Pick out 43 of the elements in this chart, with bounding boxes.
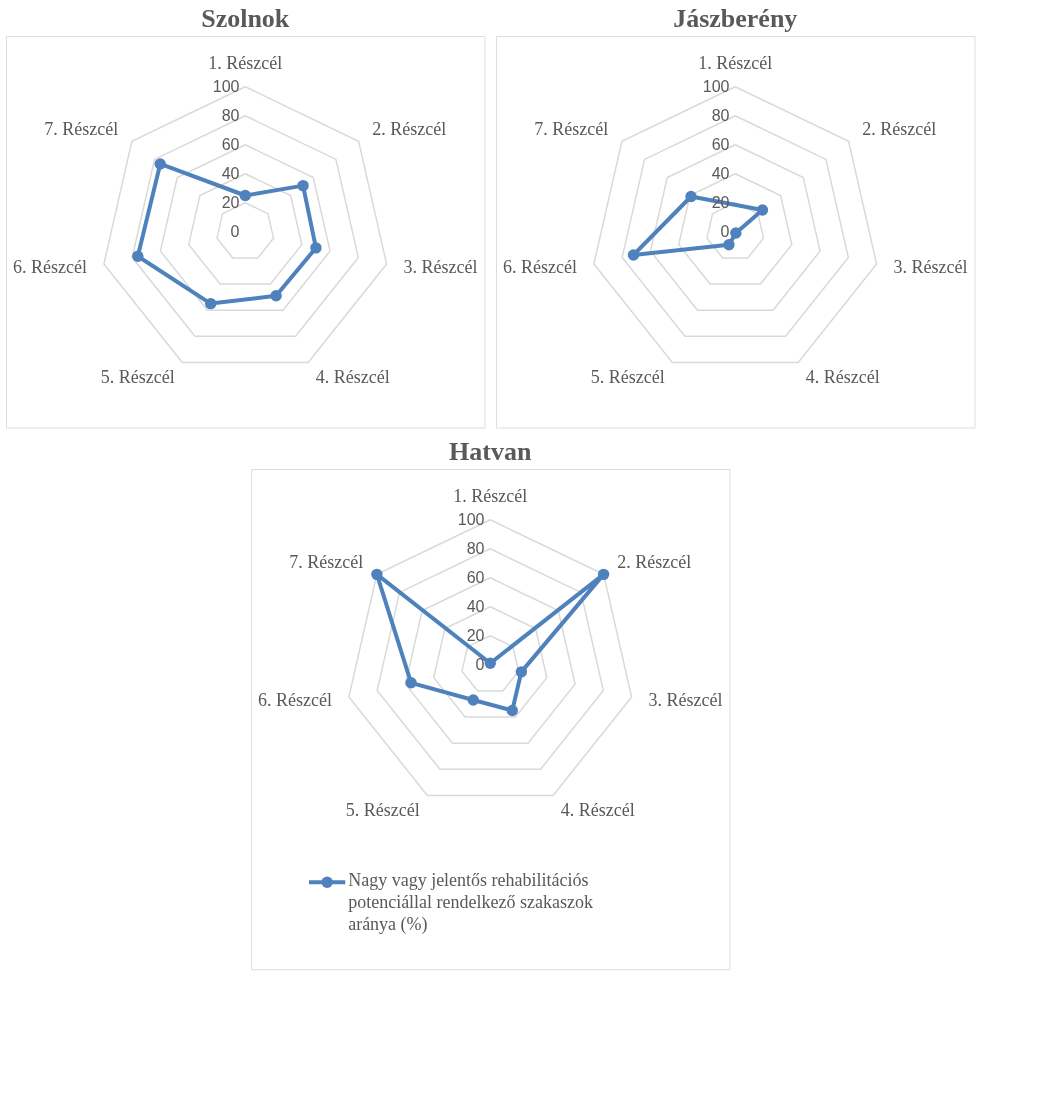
y-tick-label: 80 [221, 106, 240, 124]
y-tick-label: 40 [466, 597, 485, 615]
spoke-label: 7. Részcél [534, 119, 609, 140]
y-tick-label: 100 [457, 510, 485, 528]
spoke-label: 1. Részcél [453, 485, 528, 506]
y-tick-label: 60 [711, 135, 730, 153]
spoke-label: 4. Részcél [805, 367, 880, 388]
spoke-label: 2. Részcél [617, 552, 692, 573]
spoke-label: 6. Részcél [257, 689, 332, 710]
spoke-label: 4. Részcél [315, 367, 390, 388]
y-tick-label: 100 [212, 77, 240, 95]
spoke-label: 3. Részcél [893, 256, 968, 277]
spoke-label: 7. Részcél [44, 119, 119, 140]
spoke-label: 3. Részcél [648, 689, 723, 710]
spoke-label: 5. Részcél [100, 367, 175, 388]
spoke-label: 6. Részcél [502, 256, 577, 277]
spoke-label: 5. Részcél [345, 800, 420, 821]
y-tick-label: 60 [221, 135, 240, 153]
y-tick-label: 60 [466, 568, 485, 586]
y-tick-label: 80 [711, 106, 730, 124]
y-tick-label: 20 [221, 193, 240, 211]
y-tick-label: 40 [711, 164, 730, 182]
y-tick-label: 80 [466, 539, 485, 557]
spoke-label: 3. Részcél [403, 256, 478, 277]
spoke-label: 2. Részcél [372, 119, 447, 140]
y-tick-label: 20 [711, 193, 730, 211]
y-tick-label: 0 [720, 222, 730, 240]
spoke-label: 1. Részcél [698, 52, 773, 73]
spoke-label: 1. Részcél [208, 52, 283, 73]
y-tick-label: 40 [221, 164, 240, 182]
legend-label: Nagy vagy jelentős rehabilitációs potenciállal rendelkező szakaszok aránya (%) [348, 870, 594, 936]
y-tick-label: 0 [230, 222, 240, 240]
spoke-label: 5. Részcél [590, 367, 665, 388]
spoke-label: 6. Részcél [12, 256, 87, 277]
y-tick-label: 100 [702, 77, 730, 95]
chart-title: Hatvan [449, 437, 532, 466]
spoke-label: 2. Részcél [862, 119, 937, 140]
spoke-label: 4. Részcél [560, 800, 635, 821]
y-tick-label: 0 [475, 655, 485, 673]
y-tick-label: 20 [466, 626, 485, 644]
chart-title: Jászberény [673, 4, 798, 33]
spoke-label: 7. Részcél [289, 552, 364, 573]
chart-title: Szolnok [201, 4, 290, 33]
